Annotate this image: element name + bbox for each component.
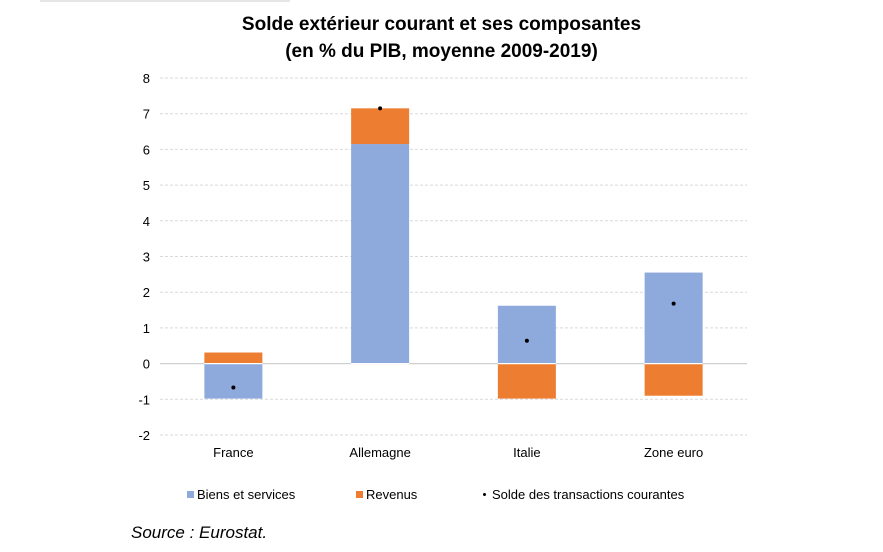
y-axis-ticks: 8 7 6 5 4 3 2 1 0 -1 -2 bbox=[138, 71, 150, 443]
legend-label: Revenus bbox=[366, 487, 418, 502]
bar-biens-services bbox=[497, 305, 556, 364]
solde-marker bbox=[378, 106, 383, 111]
legend-item-revenus: Revenus bbox=[356, 487, 417, 502]
bar-biens-services bbox=[351, 144, 410, 364]
bar-revenus bbox=[351, 108, 410, 145]
legend-swatch-orange bbox=[356, 491, 363, 498]
gridlines bbox=[160, 77, 747, 436]
bar-revenus bbox=[497, 363, 556, 399]
x-tick-label: Allemagne bbox=[349, 445, 410, 460]
bar-revenus bbox=[644, 363, 703, 396]
legend-item-biens-services: Biens et services bbox=[187, 487, 295, 502]
legend-item-solde: Solde des transactions courantes bbox=[480, 487, 684, 502]
solde-marker bbox=[524, 338, 529, 343]
y-tick-label: 5 bbox=[143, 178, 150, 193]
y-tick-label: 4 bbox=[143, 214, 150, 229]
legend-marker-dot bbox=[483, 493, 486, 496]
bars bbox=[204, 108, 703, 399]
legend-swatch-blue bbox=[187, 491, 194, 498]
x-tick-label: France bbox=[213, 445, 253, 460]
chart-subtitle: (en % du PIB, moyenne 2009-2019) bbox=[285, 41, 598, 62]
markers bbox=[231, 106, 676, 390]
bar-revenus bbox=[204, 352, 263, 364]
source-note: Source : Eurostat. bbox=[131, 523, 268, 542]
y-tick-label: 0 bbox=[143, 357, 150, 372]
y-tick-label: 2 bbox=[143, 285, 150, 300]
solde-marker bbox=[231, 385, 236, 390]
bar-biens-services bbox=[644, 272, 703, 364]
legend: Biens et services Revenus Solde des tran… bbox=[0, 487, 883, 507]
chart-title: Solde extérieur courant et ses composant… bbox=[241, 14, 642, 35]
y-tick-label: 8 bbox=[143, 71, 150, 86]
top-border-line bbox=[40, 0, 290, 2]
legend-label: Biens et services bbox=[197, 487, 296, 502]
y-tick-label: 3 bbox=[143, 250, 150, 265]
x-axis-labels: France Allemagne Italie Zone euro bbox=[213, 445, 703, 460]
y-tick-label: 7 bbox=[143, 107, 150, 122]
solde-marker bbox=[671, 301, 676, 306]
x-tick-label: Zone euro bbox=[644, 445, 703, 460]
bar-biens-services bbox=[204, 363, 263, 399]
x-tick-label: Italie bbox=[513, 445, 540, 460]
legend-label: Solde des transactions courantes bbox=[492, 487, 685, 502]
y-tick-label: -1 bbox=[138, 392, 150, 407]
y-tick-label: -2 bbox=[138, 428, 150, 443]
y-tick-label: 6 bbox=[143, 142, 150, 157]
y-tick-label: 1 bbox=[143, 321, 150, 336]
